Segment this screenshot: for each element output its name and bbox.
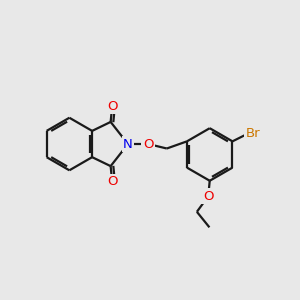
Text: N: N [123, 137, 133, 151]
Text: Br: Br [245, 128, 260, 140]
Text: O: O [203, 190, 214, 203]
Text: O: O [143, 137, 154, 151]
Text: O: O [107, 175, 117, 188]
Text: O: O [107, 100, 117, 113]
